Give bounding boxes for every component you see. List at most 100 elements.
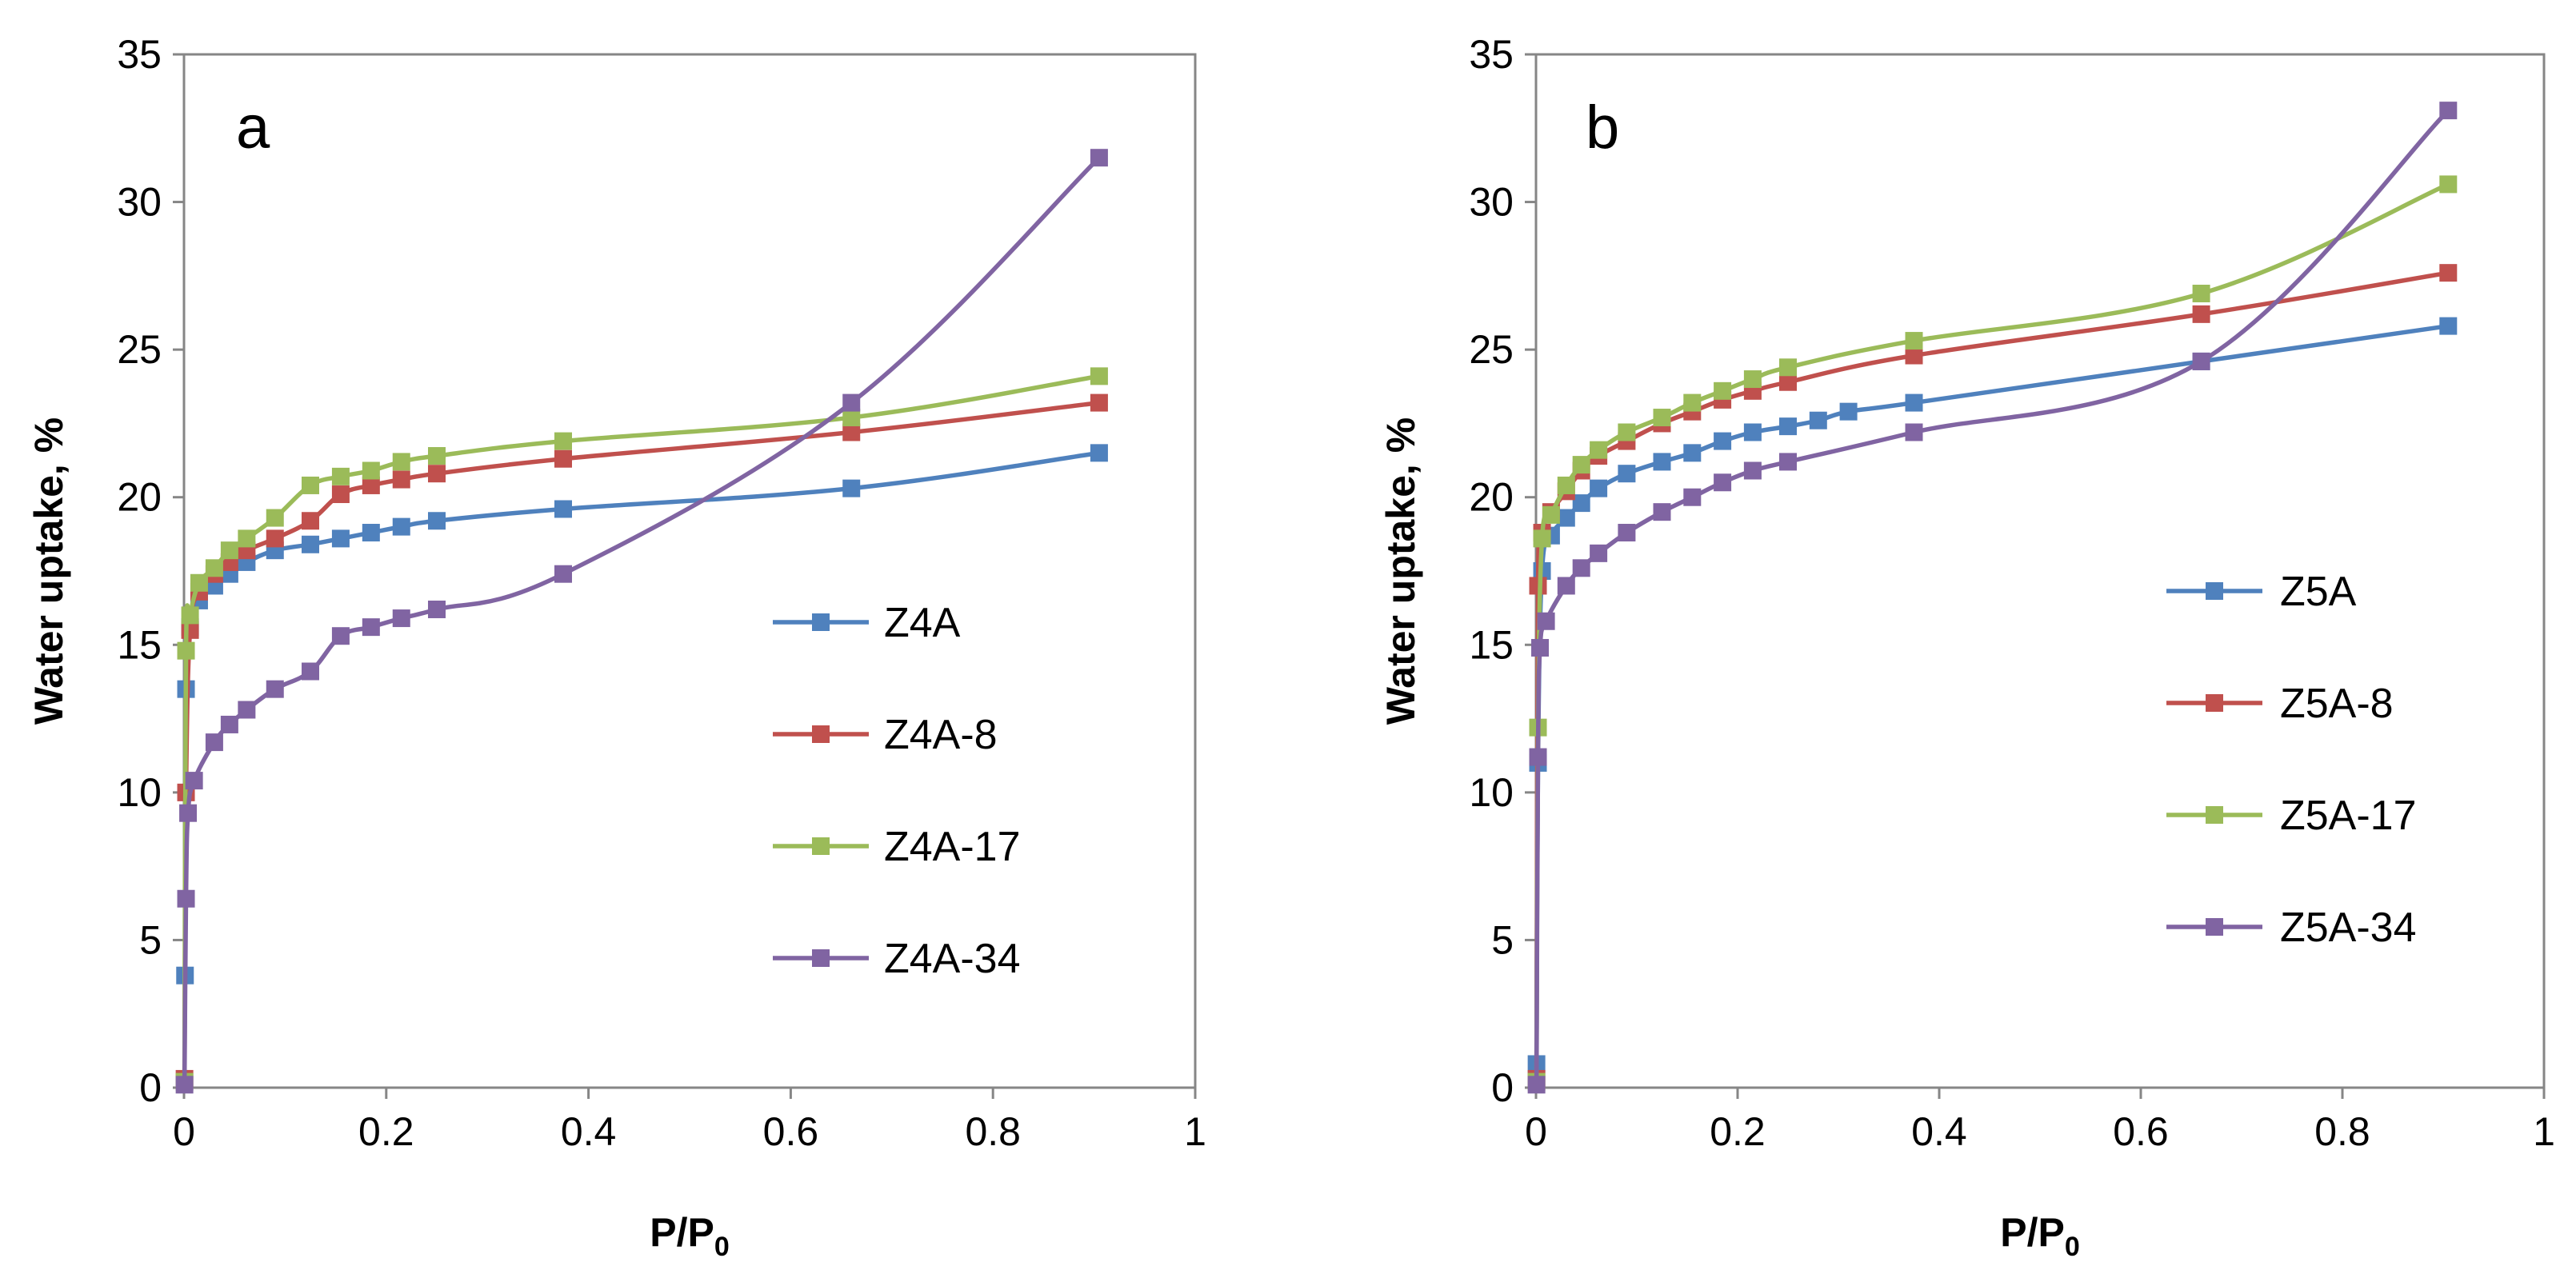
- legend-swatch-marker: [812, 613, 830, 631]
- data-point: [1714, 473, 1732, 492]
- legend-label: Z4A: [884, 600, 961, 646]
- legend-swatch-marker: [2206, 918, 2223, 936]
- data-point: [2439, 175, 2458, 194]
- data-point: [331, 627, 350, 645]
- data-point: [175, 1076, 194, 1094]
- data-point: [1683, 393, 1702, 412]
- data-point: [1572, 494, 1590, 513]
- chart-panel-a: 0 5 10 15 20 25 30 35 0 0.2 0.4 0.6 0.8 1 P/P0 Water up…: [26, 32, 1206, 1262]
- data-point: [1905, 332, 1923, 350]
- data-point: [302, 512, 319, 530]
- data-point: [428, 512, 446, 530]
- x-tick-label: 0.4: [561, 1109, 617, 1154]
- y-tick-label: 10: [117, 770, 162, 815]
- y-axis-title: Water uptake, %: [26, 417, 71, 725]
- data-point: [1527, 1076, 1546, 1094]
- data-point: [190, 573, 208, 592]
- data-point: [1905, 346, 1923, 365]
- data-point: [1779, 373, 1797, 391]
- data-point: [1590, 479, 1608, 497]
- x-tick-label: 0.2: [1710, 1109, 1766, 1154]
- data-point: [554, 432, 572, 450]
- data-point: [1590, 441, 1608, 459]
- data-point: [2192, 285, 2210, 303]
- legend-swatch-marker: [812, 837, 830, 855]
- x-tick-label: 0: [173, 1109, 195, 1154]
- data-point: [1653, 409, 1671, 427]
- y-tick-label: 25: [117, 327, 162, 372]
- data-point: [428, 600, 446, 618]
- data-point: [362, 524, 380, 542]
- data-point: [238, 701, 256, 719]
- data-point: [392, 517, 410, 536]
- data-point: [220, 541, 238, 560]
- data-point: [1090, 444, 1108, 462]
- data-point: [181, 606, 199, 625]
- data-point: [1618, 524, 1636, 542]
- legend-swatch-marker: [812, 725, 830, 743]
- data-point: [1542, 505, 1560, 524]
- y-tick-label: 20: [1469, 475, 1514, 520]
- data-point: [842, 423, 861, 441]
- data-point: [1714, 381, 1732, 400]
- data-point: [1572, 456, 1590, 474]
- plot-area: [182, 53, 1197, 1089]
- data-point: [185, 772, 203, 790]
- data-point: [1090, 367, 1108, 385]
- data-point: [1683, 488, 1702, 506]
- legend-item: Z4A-34: [773, 936, 1021, 982]
- series-Z4A-34: [175, 149, 1108, 1094]
- legend-item: Z4A-17: [773, 824, 1021, 870]
- panel-label: a: [236, 94, 270, 162]
- data-point: [1905, 423, 1923, 441]
- y-tick-label: 35: [117, 32, 162, 77]
- x-tick-label: 1: [1184, 1109, 1206, 1154]
- data-point: [362, 618, 380, 637]
- y-axis-title: Water uptake, %: [1378, 417, 1423, 725]
- legend-item: Z5A-8: [2166, 681, 2394, 727]
- y-tick-label: 15: [1469, 622, 1514, 667]
- legend-item: Z4A-8: [773, 712, 998, 758]
- data-point: [331, 467, 350, 485]
- legend-label: Z5A-34: [2280, 905, 2417, 951]
- data-point: [179, 804, 198, 822]
- data-point: [205, 733, 223, 752]
- data-point: [554, 449, 572, 468]
- x-tick-label: 0.8: [965, 1109, 1021, 1154]
- data-point: [1618, 465, 1636, 483]
- series-Z5A-17: [1527, 175, 2458, 1091]
- data-point: [1779, 358, 1797, 377]
- data-point: [554, 565, 572, 583]
- y-tick-label: 20: [117, 475, 162, 520]
- chart-panel-b: 0 5 10 15 20 25 30 35 0 0.2 0.4 0.6 0.8 1 P/P0 Water up…: [1378, 32, 2555, 1262]
- legend-item: Z5A-34: [2166, 905, 2417, 951]
- data-point: [266, 509, 284, 527]
- x-axis-title: P/P0: [2000, 1210, 2080, 1262]
- data-point: [362, 461, 380, 480]
- data-point: [266, 529, 284, 548]
- data-point: [392, 470, 410, 489]
- data-point: [302, 476, 319, 494]
- data-point: [1531, 638, 1550, 657]
- data-point: [2439, 317, 2458, 335]
- x-tick-label: 0.2: [358, 1109, 414, 1154]
- data-point: [177, 641, 195, 660]
- legend-item: Z5A-17: [2166, 793, 2417, 839]
- data-point: [266, 680, 284, 698]
- data-point: [2439, 264, 2458, 282]
- data-point: [205, 559, 223, 577]
- y-tick-label: 30: [1469, 180, 1514, 225]
- data-point: [2192, 305, 2210, 323]
- y-tick-label: 10: [1469, 770, 1514, 815]
- legend-label: Z5A-17: [2280, 793, 2417, 839]
- legend-label: Z4A-34: [884, 936, 1021, 982]
- legend-label: Z5A: [2280, 569, 2357, 615]
- data-point: [1533, 529, 1551, 548]
- data-point: [1743, 461, 1762, 480]
- legend-label: Z4A-17: [884, 824, 1021, 870]
- data-point: [1090, 393, 1108, 412]
- x-tick-label: 0.4: [1911, 1109, 1967, 1154]
- legend-item: Z4A: [773, 600, 961, 646]
- y-tick-label: 25: [1469, 327, 1514, 372]
- data-point: [331, 485, 350, 504]
